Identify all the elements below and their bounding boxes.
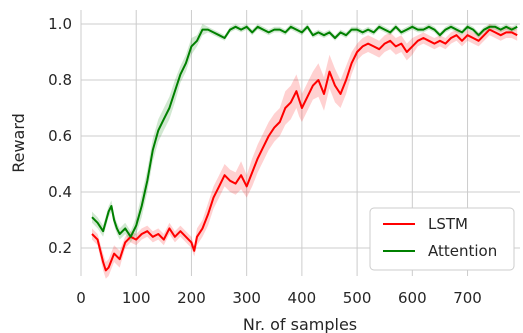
series-line-attention [91, 25, 518, 238]
x-axis-ticks: 0 100 200 300 400 500 600 700 [76, 289, 482, 307]
legend: LSTM Attention [369, 207, 515, 271]
series-lines [91, 25, 518, 272]
x-tick-label: 300 [232, 289, 261, 307]
grid [80, 10, 520, 276]
x-tick-label: 0 [76, 289, 86, 307]
x-axis-label: Nr. of samples [243, 315, 357, 333]
x-tick-label: 600 [398, 289, 427, 307]
y-tick-label: 0.8 [48, 71, 72, 89]
legend-label-lstm: LSTM [428, 215, 468, 233]
x-tick-label: 400 [288, 289, 317, 307]
y-tick-label: 1.0 [48, 15, 72, 33]
x-tick-label: 200 [177, 289, 206, 307]
y-axis-ticks: 0.2 0.4 0.6 0.8 1.0 [48, 15, 72, 257]
legend-label-attention: Attention [428, 242, 497, 260]
x-tick-label: 500 [343, 289, 372, 307]
y-axis-label: Reward [9, 113, 28, 173]
series-line-lstm [91, 28, 518, 272]
y-tick-label: 0.4 [48, 183, 72, 201]
x-tick-label: 700 [453, 289, 482, 307]
x-tick-label: 100 [122, 289, 151, 307]
y-tick-label: 0.2 [48, 239, 72, 257]
y-tick-label: 0.6 [48, 127, 72, 145]
